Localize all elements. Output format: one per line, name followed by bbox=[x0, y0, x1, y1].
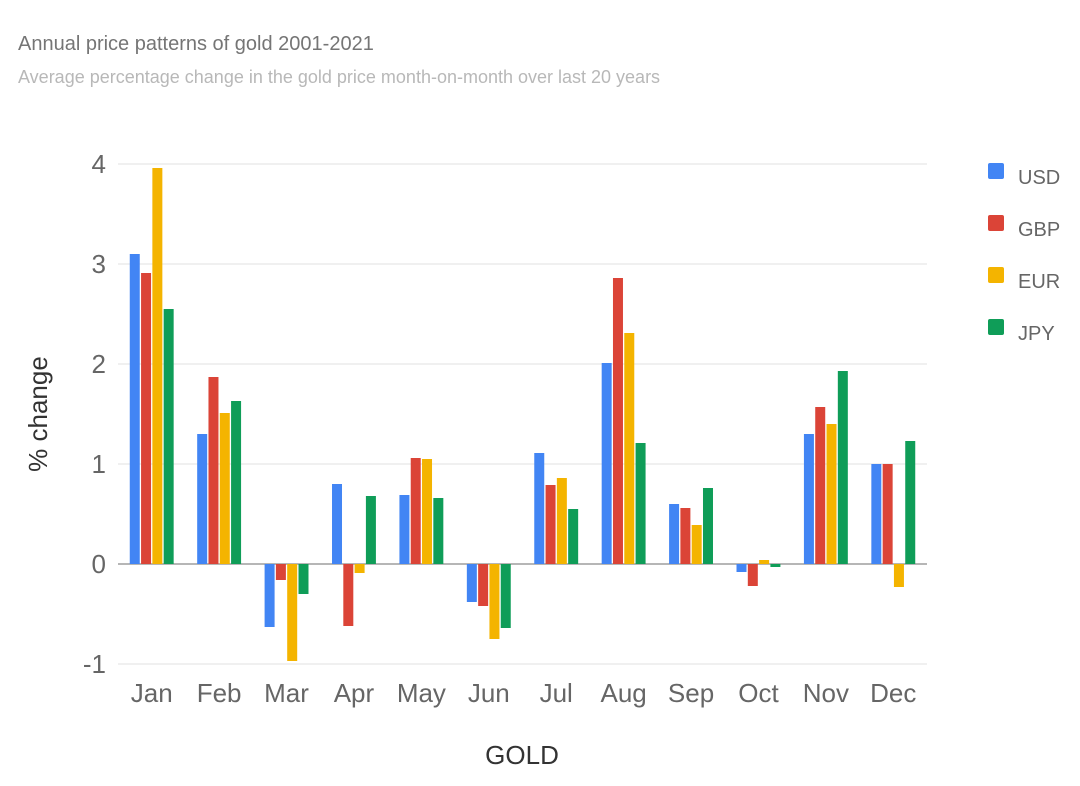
bar-usd-aug[interactable] bbox=[601, 363, 612, 564]
legend-swatch-usd bbox=[988, 163, 1004, 179]
bar-jpy-apr[interactable] bbox=[365, 496, 376, 564]
bar-gbp-feb[interactable] bbox=[208, 377, 219, 564]
bar-eur-oct[interactable] bbox=[759, 560, 770, 564]
x-axis-ticks: Jan Feb Mar Apr May Jun Jul Aug Sep Oct Nov Dec bbox=[131, 678, 917, 708]
legend-label-gbp[interactable]: GBP bbox=[1018, 219, 1060, 241]
bar-gbp-apr[interactable] bbox=[343, 564, 354, 626]
bar-eur-jun[interactable] bbox=[489, 564, 500, 639]
bar-usd-mar[interactable] bbox=[264, 564, 275, 627]
bar-jpy-jul[interactable] bbox=[568, 509, 579, 564]
legend-label-usd[interactable]: USD bbox=[1018, 167, 1060, 189]
x-tick-label: Sep bbox=[668, 678, 714, 708]
bar-eur-apr[interactable] bbox=[354, 564, 365, 573]
y-tick-label: 2 bbox=[92, 349, 106, 379]
y-tick-label: 1 bbox=[92, 449, 106, 479]
gridlines bbox=[118, 163, 927, 665]
legend-swatch-jpy bbox=[988, 319, 1004, 335]
bars bbox=[129, 168, 916, 661]
bar-usd-jul[interactable] bbox=[534, 453, 545, 564]
bar-eur-aug[interactable] bbox=[624, 333, 635, 564]
bar-gbp-oct[interactable] bbox=[747, 564, 758, 586]
y-tick-label: 4 bbox=[92, 149, 106, 179]
bar-usd-sep[interactable] bbox=[669, 504, 680, 564]
bar-jpy-oct[interactable] bbox=[770, 564, 781, 567]
legend-swatch-gbp bbox=[988, 215, 1004, 231]
legend-label-jpy[interactable]: JPY bbox=[1018, 323, 1055, 345]
y-axis-title: % change bbox=[23, 356, 53, 472]
x-tick-label: Aug bbox=[600, 678, 646, 708]
x-axis-title: GOLD bbox=[485, 740, 559, 770]
x-tick-label: Mar bbox=[264, 678, 309, 708]
bar-usd-apr[interactable] bbox=[332, 484, 343, 564]
x-tick-label: Nov bbox=[803, 678, 849, 708]
bar-usd-jan[interactable] bbox=[129, 254, 140, 564]
bar-gbp-sep[interactable] bbox=[680, 508, 691, 564]
x-tick-label: Jan bbox=[131, 678, 173, 708]
bar-eur-jan[interactable] bbox=[152, 168, 163, 564]
x-tick-label: Dec bbox=[870, 678, 916, 708]
bar-usd-feb[interactable] bbox=[197, 434, 208, 564]
bar-eur-nov[interactable] bbox=[826, 424, 837, 564]
bar-gbp-dec[interactable] bbox=[882, 464, 893, 564]
bar-eur-dec[interactable] bbox=[893, 564, 904, 587]
bar-gbp-nov[interactable] bbox=[815, 407, 826, 564]
y-axis-ticks: -1 0 1 2 3 4 bbox=[83, 149, 106, 679]
x-tick-label: Jul bbox=[540, 678, 573, 708]
y-tick-label: 0 bbox=[92, 549, 106, 579]
bar-gbp-jan[interactable] bbox=[141, 273, 152, 564]
bar-eur-feb[interactable] bbox=[219, 413, 230, 564]
bar-jpy-may[interactable] bbox=[433, 498, 444, 564]
bar-usd-dec[interactable] bbox=[871, 464, 882, 564]
bar-usd-oct[interactable] bbox=[736, 564, 747, 572]
x-tick-label: Apr bbox=[334, 678, 375, 708]
bar-eur-may[interactable] bbox=[422, 459, 433, 564]
bar-jpy-aug[interactable] bbox=[635, 443, 646, 564]
bar-usd-may[interactable] bbox=[399, 495, 410, 564]
bar-jpy-dec[interactable] bbox=[905, 441, 916, 564]
bar-usd-nov[interactable] bbox=[803, 434, 814, 564]
bar-jpy-jun[interactable] bbox=[500, 564, 511, 628]
x-tick-label: Feb bbox=[197, 678, 242, 708]
legend: USD GBP EUR JPY bbox=[988, 163, 1060, 345]
legend-swatch-eur bbox=[988, 267, 1004, 283]
y-tick-label: -1 bbox=[83, 649, 106, 679]
bar-gbp-jul[interactable] bbox=[545, 485, 556, 564]
x-tick-label: May bbox=[397, 678, 446, 708]
x-tick-label: Oct bbox=[738, 678, 779, 708]
chart-title: Annual price patterns of gold 2001-2021 bbox=[18, 33, 374, 55]
bar-usd-jun[interactable] bbox=[466, 564, 477, 602]
bar-eur-jul[interactable] bbox=[556, 478, 567, 564]
y-tick-label: 3 bbox=[92, 249, 106, 279]
bar-eur-sep[interactable] bbox=[691, 525, 702, 564]
bar-jpy-jan[interactable] bbox=[163, 309, 174, 564]
bar-gbp-mar[interactable] bbox=[275, 564, 286, 580]
bar-gbp-may[interactable] bbox=[410, 458, 421, 564]
chart-subtitle: Average percentage change in the gold pr… bbox=[18, 67, 661, 87]
bar-jpy-nov[interactable] bbox=[837, 371, 848, 564]
legend-label-eur[interactable]: EUR bbox=[1018, 271, 1060, 293]
bar-jpy-sep[interactable] bbox=[702, 488, 713, 564]
bar-jpy-mar[interactable] bbox=[298, 564, 309, 594]
bar-gbp-jun[interactable] bbox=[478, 564, 489, 606]
bar-eur-mar[interactable] bbox=[287, 564, 298, 661]
bar-gbp-aug[interactable] bbox=[612, 278, 623, 564]
bar-jpy-feb[interactable] bbox=[231, 401, 242, 564]
x-tick-label: Jun bbox=[468, 678, 510, 708]
